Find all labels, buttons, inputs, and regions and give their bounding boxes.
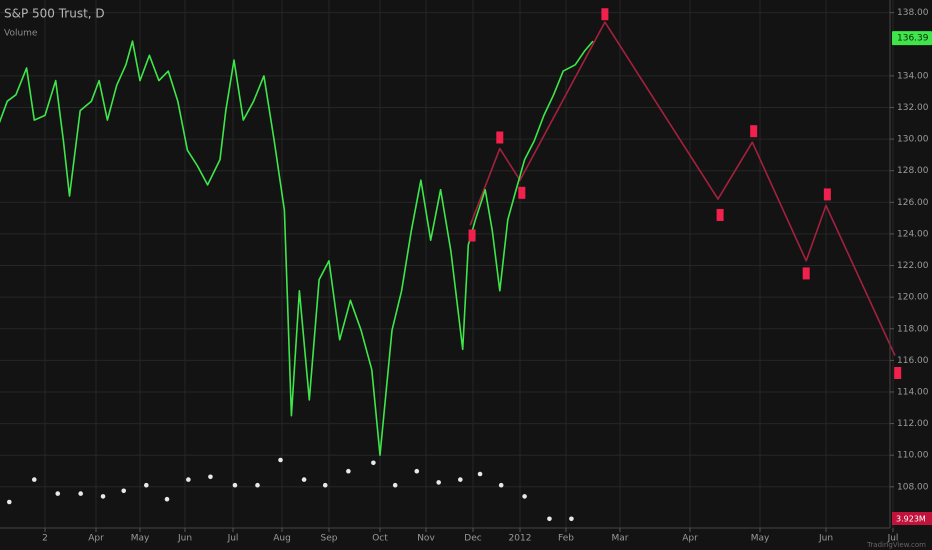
pivot-marker — [518, 186, 526, 199]
pivot-marker — [823, 188, 831, 201]
volume-dot — [522, 494, 527, 499]
plot-layer — [0, 8, 902, 456]
y-tick-label: 128.00 — [897, 166, 929, 176]
projection-line — [469, 21, 896, 356]
volume-dot — [31, 477, 37, 482]
y-tick-label: 114.00 — [897, 387, 929, 397]
volume-dot — [144, 482, 149, 488]
last-price-label: 136.39 — [897, 34, 929, 44]
x-tick-label: May — [751, 534, 770, 544]
volume-dot — [547, 516, 552, 522]
volume-dot — [498, 482, 504, 488]
volume-dot — [232, 482, 238, 488]
volume-dot — [477, 471, 483, 477]
volume-dot — [121, 488, 127, 494]
pivot-marker — [468, 229, 476, 242]
y-tick-label: 108.00 — [897, 482, 929, 492]
volume-dot — [301, 477, 307, 482]
y-tick-label: 118.00 — [897, 324, 929, 334]
y-tick-label: 126.00 — [897, 198, 929, 208]
volume-dot — [208, 474, 213, 480]
y-tick-label: 110.00 — [897, 451, 929, 461]
last-price-box — [892, 31, 932, 46]
volume-title: Volume — [4, 29, 38, 39]
volume-dot — [164, 496, 170, 502]
pivot-marker — [716, 208, 724, 221]
x-tick-label: Mar — [612, 534, 629, 544]
y-tick-label: 138.00 — [897, 8, 929, 18]
y-tick-label: 134.00 — [897, 71, 929, 81]
volume-dot — [414, 468, 420, 474]
volume-dot — [100, 494, 106, 499]
pivot-marker — [601, 8, 609, 21]
x-tick-label: Feb — [558, 534, 574, 544]
chart-title: S&P 500 Trust, D — [4, 7, 105, 21]
x-tick-label: 2012 — [509, 534, 532, 544]
volume-dot — [458, 477, 463, 482]
volume-dot — [322, 482, 328, 488]
y-tick-label: 130.00 — [897, 135, 929, 145]
volume-dot — [55, 491, 61, 496]
volume-dot — [346, 468, 351, 474]
price-line — [0, 40, 594, 456]
pivot-marker — [894, 367, 902, 380]
y-tick-label: 122.00 — [897, 261, 929, 271]
x-tick-label: May — [131, 534, 150, 544]
x-tick-label: Aug — [273, 534, 291, 544]
x-tick-label: Nov — [417, 534, 435, 544]
volume-dot — [278, 457, 283, 463]
y-tick-label: 132.00 — [897, 103, 929, 113]
volume-dot — [186, 477, 191, 482]
x-tick-label: Jun — [177, 534, 192, 544]
x-tick-label: Apr — [682, 534, 698, 544]
volume-dot — [78, 491, 83, 496]
volume-dot — [436, 480, 441, 485]
pivot-marker — [750, 125, 758, 138]
x-tick-label: Oct — [372, 534, 388, 544]
x-tick-label: Sep — [321, 534, 338, 544]
y-tick-label: 116.00 — [897, 356, 929, 366]
x-tick-label: Apr — [88, 534, 104, 544]
volume-dot — [371, 460, 376, 466]
x-tick-label: Jul — [887, 534, 899, 544]
volume-last-label: 3.923M — [896, 515, 926, 524]
x-tick-label: 2 — [42, 534, 48, 544]
volume-label-box — [892, 512, 932, 525]
volume-dot — [255, 482, 260, 488]
volume-dot — [7, 499, 12, 505]
pivot-marker — [496, 131, 504, 144]
y-tick-label: 120.00 — [897, 293, 929, 303]
pivot-marker — [802, 267, 810, 280]
x-tick-label: Jul — [227, 534, 239, 544]
watermark: TradingView.com — [866, 541, 926, 549]
y-tick-label: 112.00 — [897, 419, 929, 429]
volume-dot — [392, 482, 398, 488]
axis-labels: 108.00 110.00 112.00 114.00 116.00 118.00 120.… — [42, 8, 932, 544]
x-tick-label: Dec — [464, 534, 481, 544]
y-tick-label: 124.00 — [897, 229, 929, 239]
volume-layer — [7, 457, 574, 522]
volume-dot — [569, 516, 574, 522]
x-tick-label: Jun — [818, 534, 833, 544]
